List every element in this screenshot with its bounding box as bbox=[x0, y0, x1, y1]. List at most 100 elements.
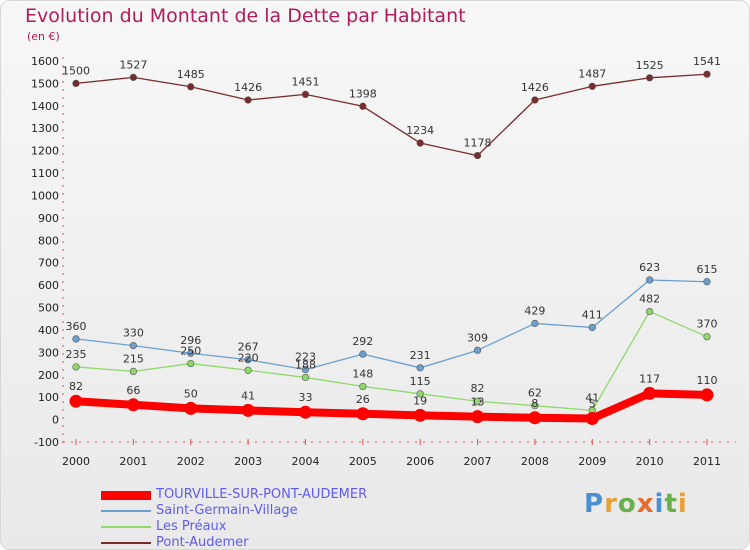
series-point bbox=[244, 366, 252, 374]
series-point bbox=[528, 411, 542, 425]
y-tick-label: 700 bbox=[38, 257, 59, 270]
series-point bbox=[531, 402, 539, 410]
series-line bbox=[75, 73, 708, 157]
legend-label-1: Saint-Germain-Village bbox=[156, 503, 298, 518]
data-label: 223 bbox=[295, 351, 316, 364]
data-label: 292 bbox=[352, 335, 373, 348]
series-3 bbox=[72, 70, 711, 160]
logo-letter: r bbox=[604, 489, 618, 519]
data-label: 267 bbox=[238, 341, 259, 354]
series-point bbox=[531, 319, 539, 328]
data-label: 231 bbox=[410, 349, 431, 362]
series-1 bbox=[72, 276, 711, 374]
data-label: 429 bbox=[524, 304, 545, 317]
legend-swatch-2 bbox=[101, 526, 151, 528]
y-tick-label: 300 bbox=[38, 346, 59, 359]
y-tick-label: -100 bbox=[34, 436, 59, 449]
data-label: 148 bbox=[352, 367, 373, 380]
data-label: 1525 bbox=[636, 59, 664, 72]
data-label: 188 bbox=[295, 358, 316, 371]
data-label: 220 bbox=[238, 351, 259, 364]
proxiti-logo: Proxiti bbox=[584, 489, 688, 519]
data-label: 8 bbox=[531, 397, 538, 410]
series-point bbox=[471, 410, 485, 424]
data-label: 370 bbox=[697, 318, 718, 331]
data-label: 1426 bbox=[521, 81, 549, 94]
y-tick-label: 600 bbox=[38, 279, 59, 292]
data-label: 309 bbox=[467, 331, 488, 344]
logo-letter: i bbox=[677, 489, 688, 519]
logo-letter: t bbox=[664, 489, 678, 519]
series-point bbox=[585, 411, 599, 425]
x-tick-label: 2003 bbox=[234, 455, 262, 468]
legend-swatch-3 bbox=[101, 542, 151, 544]
series-point bbox=[473, 151, 482, 160]
series-point bbox=[187, 349, 195, 357]
series-point bbox=[359, 102, 367, 110]
legend-item-2: Les Préaux bbox=[101, 519, 367, 535]
legend-label-0: TOURVILLE-SUR-PONT-AUDEMER bbox=[156, 487, 368, 502]
series-point bbox=[129, 367, 137, 376]
series-point bbox=[703, 278, 711, 286]
series-point bbox=[700, 388, 714, 402]
x-tick-label: 2009 bbox=[578, 455, 606, 468]
y-tick-label: 800 bbox=[38, 234, 59, 247]
series-point bbox=[129, 73, 137, 81]
data-label: 1500 bbox=[62, 64, 90, 77]
data-label: 330 bbox=[123, 327, 144, 340]
series-point bbox=[301, 373, 310, 382]
y-tick-label: 200 bbox=[38, 369, 59, 382]
series-point bbox=[298, 405, 312, 419]
series-point bbox=[359, 350, 367, 358]
series-point bbox=[126, 398, 140, 412]
logo-letter: i bbox=[654, 489, 665, 519]
data-label: 1541 bbox=[693, 55, 721, 68]
series-line bbox=[72, 389, 711, 423]
series-2 bbox=[72, 307, 711, 414]
series-point bbox=[129, 342, 137, 350]
data-label: 33 bbox=[298, 391, 312, 404]
series-point bbox=[643, 386, 657, 400]
chart-data-labels: 82 66 50 41 33 26 19 13 8 5 117 110 360 330 296 267 223 2… bbox=[62, 55, 721, 410]
y-tick-label: 0 bbox=[52, 414, 59, 427]
x-tick-label: 2001 bbox=[119, 455, 147, 468]
logo-letter: o bbox=[617, 489, 637, 519]
series-point bbox=[359, 382, 367, 391]
data-label: 482 bbox=[639, 293, 660, 306]
series-point bbox=[588, 323, 596, 332]
series-point bbox=[473, 346, 482, 354]
legend-item-3: Pont-Audemer bbox=[101, 535, 367, 550]
chart-series bbox=[69, 70, 714, 425]
y-tick-label: 1000 bbox=[31, 189, 59, 202]
series-point bbox=[588, 82, 596, 90]
data-label: 360 bbox=[66, 320, 87, 333]
series-point bbox=[301, 366, 310, 374]
series-point bbox=[416, 364, 424, 372]
legend-item-0: TOURVILLE-SUR-PONT-AUDEMER bbox=[101, 487, 367, 503]
series-point bbox=[241, 403, 255, 417]
series-point bbox=[356, 407, 370, 421]
series-point bbox=[72, 363, 80, 371]
series-point bbox=[72, 79, 80, 88]
series-point bbox=[244, 356, 252, 364]
data-label: 5 bbox=[589, 397, 596, 410]
series-point bbox=[301, 90, 310, 98]
series-point bbox=[646, 307, 654, 316]
series-point bbox=[416, 139, 424, 147]
legend-label-3: Pont-Audemer bbox=[156, 535, 249, 550]
data-label: 1451 bbox=[291, 75, 319, 88]
data-label: 1398 bbox=[349, 87, 377, 100]
data-label: 110 bbox=[697, 374, 718, 387]
y-tick-label: 1500 bbox=[31, 77, 59, 90]
series-point bbox=[187, 359, 195, 368]
x-tick-label: 2005 bbox=[349, 455, 377, 468]
series-point bbox=[473, 397, 482, 405]
data-label: 62 bbox=[528, 387, 542, 400]
series-point bbox=[646, 74, 654, 82]
series-point bbox=[413, 408, 427, 422]
legend-label-2: Les Préaux bbox=[156, 519, 227, 534]
data-label: 41 bbox=[241, 389, 255, 402]
legend-swatch-1 bbox=[101, 510, 151, 512]
x-tick-label: 2007 bbox=[464, 455, 492, 468]
